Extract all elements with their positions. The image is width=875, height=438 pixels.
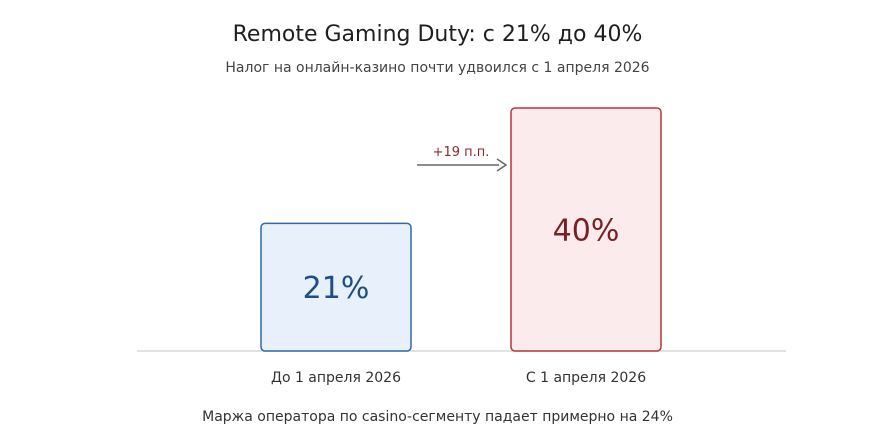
annotation-label: +19 п.п. [433,145,490,160]
bar-1 [260,222,412,352]
bar-value-label-2: 40% [553,214,620,249]
annotation-arrow-head [496,158,508,172]
category-label-2: С 1 апреля 2026 [526,370,646,386]
bar-value-label-1: 21% [303,271,370,306]
bar-2 [510,107,662,352]
chart-title: Remote Gaming Duty: с 21% до 40% [232,22,643,47]
chart-subtitle: Налог на онлайн-казино почти удвоился с … [225,60,650,76]
footer-note: Маржа оператора по casino-сегменту падае… [202,409,673,425]
category-label-1: До 1 апреля 2026 [271,370,401,386]
